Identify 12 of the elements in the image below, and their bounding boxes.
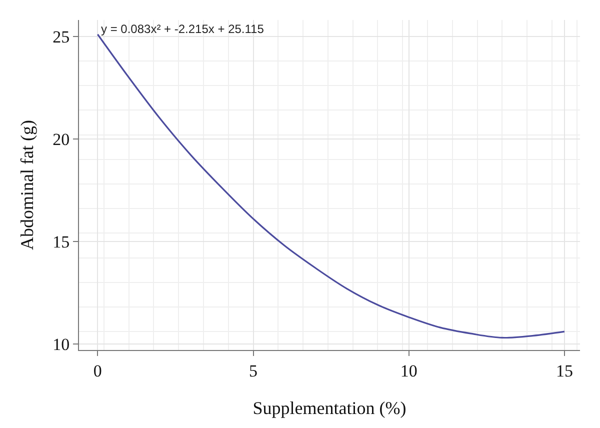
x-tick-label: 15 bbox=[556, 361, 573, 380]
line-series bbox=[96, 34, 566, 339]
x-tick-label: 0 bbox=[93, 361, 102, 380]
y-tick-label: 25 bbox=[52, 27, 70, 46]
x-tick-label: 5 bbox=[249, 361, 258, 380]
y-tick-label: 20 bbox=[52, 130, 70, 149]
y-axis-title: Abdominal fat (g) bbox=[17, 120, 37, 250]
annotation: y = 0.083x² + -2.215x + 25.115 bbox=[101, 22, 264, 36]
y-tick-label: 15 bbox=[52, 232, 70, 252]
x-axis-title: Supplementation (%) bbox=[252, 398, 406, 418]
y-tick-label: 10 bbox=[52, 334, 70, 354]
x-tick-label: 10 bbox=[400, 361, 418, 380]
